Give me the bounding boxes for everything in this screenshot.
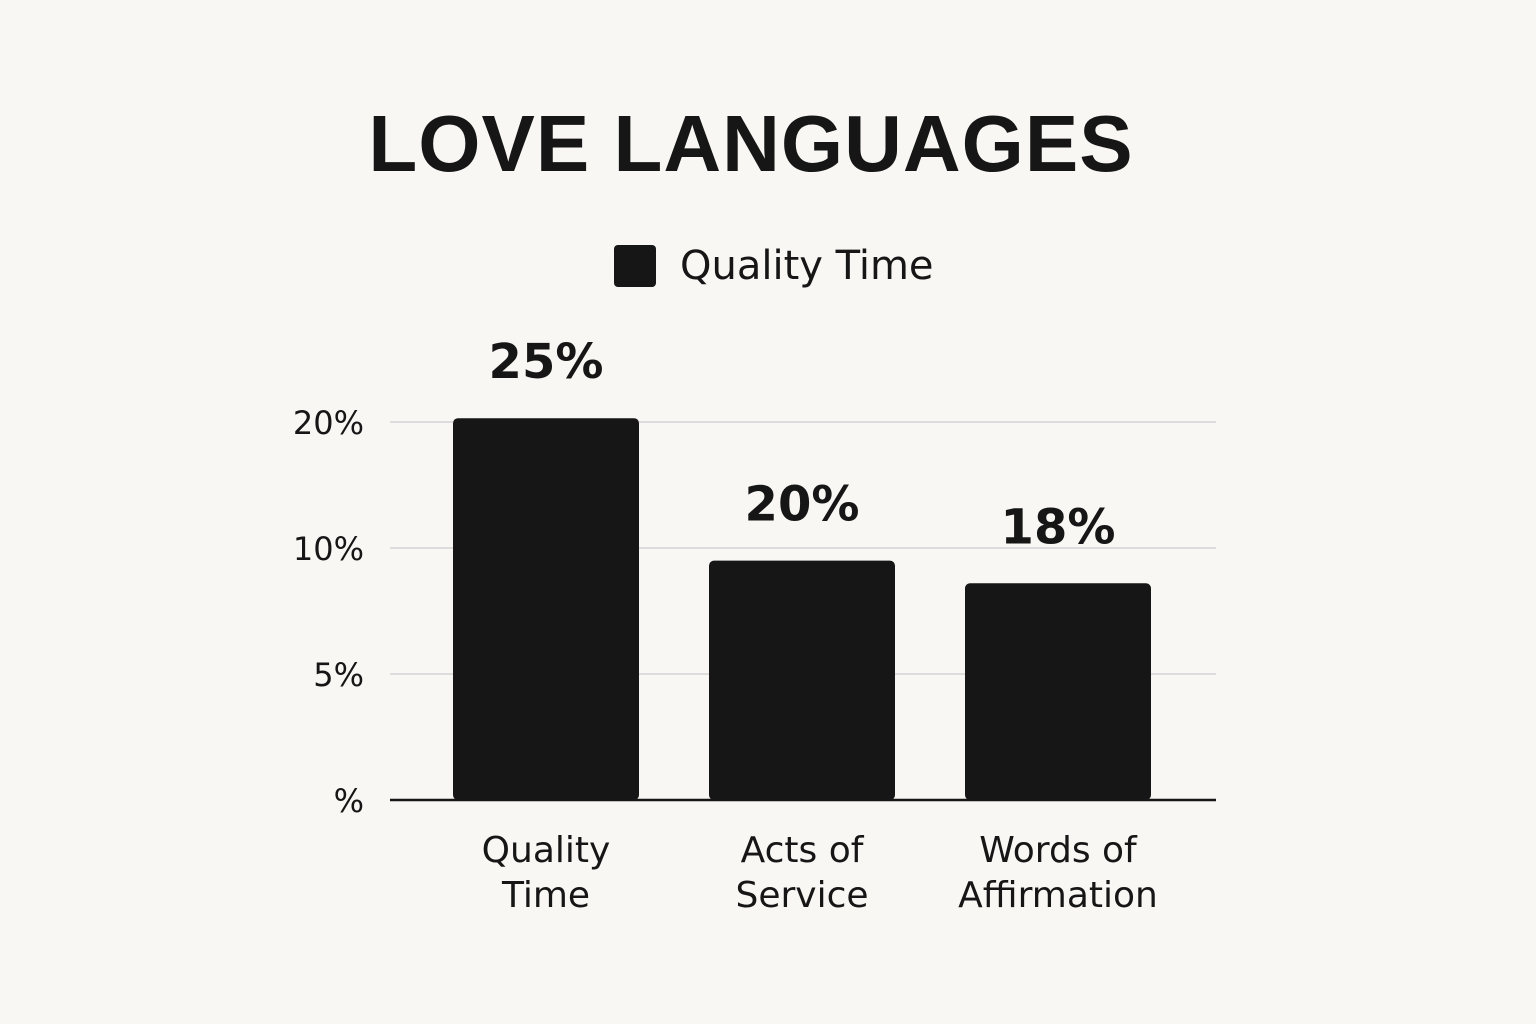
legend: Quality Time <box>614 243 934 289</box>
value-label: 18% <box>1001 499 1116 555</box>
legend-label: Quality Time <box>680 243 934 289</box>
category-label: Affirmation <box>958 875 1158 916</box>
category-label: Words of <box>979 830 1138 871</box>
bar <box>453 418 639 800</box>
y-tick-label: 10% <box>293 530 364 568</box>
category-label: Acts of <box>741 830 865 871</box>
legend-swatch <box>614 245 656 287</box>
bar <box>709 560 895 800</box>
bar <box>965 583 1151 800</box>
y-tick-label: 5% <box>313 656 364 694</box>
category-label: Quality <box>482 830 611 871</box>
category-label: Service <box>735 875 868 916</box>
y-tick-label: 20% <box>293 404 364 442</box>
value-label: 20% <box>745 477 860 533</box>
value-label: 25% <box>489 334 604 390</box>
y-tick-label: % <box>334 782 364 820</box>
category-label: Time <box>501 875 590 916</box>
chart-title: LOVE LANGUAGES <box>368 99 1134 188</box>
